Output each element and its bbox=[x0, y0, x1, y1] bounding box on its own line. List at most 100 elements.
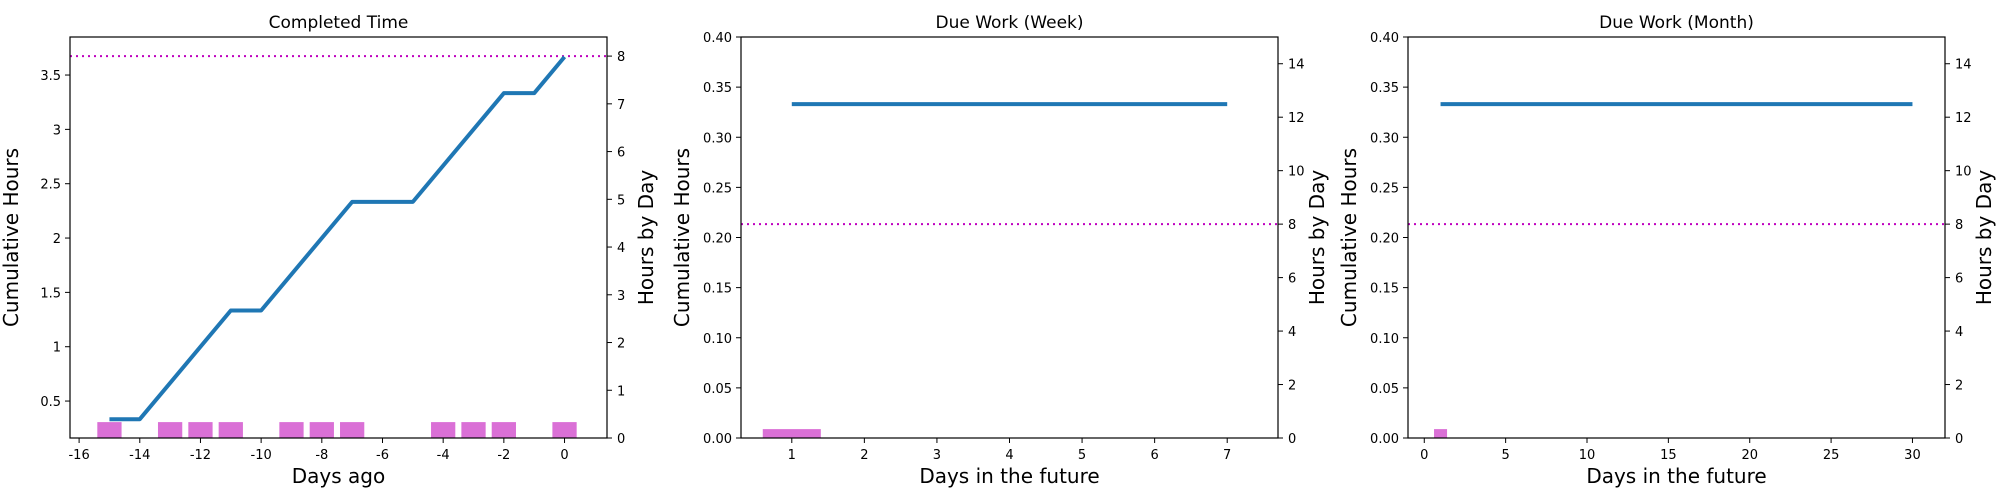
y-tick-label-2-2: 0.05 bbox=[703, 382, 732, 397]
x-tick-label-1-4: -10 bbox=[251, 448, 272, 463]
x-axis-label-3: Days in the future bbox=[1586, 464, 1766, 488]
y-right-tick-label-1-7: 6 bbox=[617, 146, 625, 161]
bar-3-1 bbox=[1434, 429, 1448, 438]
y-tick-label-1-4: 2 bbox=[53, 232, 61, 247]
bar-1-11 bbox=[552, 422, 577, 438]
y-tick-label-3-6: 0.25 bbox=[1370, 181, 1399, 196]
x-tick-label-2-4: 4 bbox=[1005, 448, 1013, 463]
y-right-tick-label-2-5: 8 bbox=[1288, 218, 1296, 233]
y-axis-label-2: Cumulative Hours bbox=[670, 148, 694, 327]
bar-1-9 bbox=[461, 422, 486, 438]
y-right-tick-label-3-7: 12 bbox=[1955, 111, 1972, 126]
y-tick-label-2-5: 0.20 bbox=[703, 232, 732, 247]
y-tick-label-1-7: 3.5 bbox=[40, 69, 61, 84]
bar-1-5 bbox=[279, 422, 304, 438]
y-tick-label-3-5: 0.20 bbox=[1370, 232, 1399, 247]
y-right-tick-label-1-2: 1 bbox=[617, 384, 625, 399]
bar-1-8 bbox=[431, 422, 456, 438]
y-tick-label-2-1: 0.00 bbox=[703, 432, 732, 447]
x-tick-label-1-3: -12 bbox=[190, 448, 211, 463]
y-right-tick-label-3-1: 0 bbox=[1955, 432, 1963, 447]
y-tick-label-2-9: 0.40 bbox=[703, 31, 732, 46]
y-tick-label-2-7: 0.30 bbox=[703, 131, 732, 146]
chart-panel-1: -16 -14 -12 -10 -8 -6 -4 -2 0 0.5 1 1.5 2 2.5 3 3.5 0 1 2 3… bbox=[0, 13, 658, 488]
x-tick-label-1-6: -6 bbox=[376, 448, 389, 463]
y-right-axis-label-3: Hours by Day bbox=[1972, 170, 1996, 305]
y-tick-label-3-7: 0.30 bbox=[1370, 131, 1399, 146]
x-tick-label-3-4: 15 bbox=[1660, 448, 1677, 463]
y-axis-label-1: Cumulative Hours bbox=[0, 148, 23, 327]
y-tick-label-2-4: 0.15 bbox=[703, 282, 732, 297]
axes-frame-2 bbox=[740, 36, 1279, 439]
bar-2-1 bbox=[762, 429, 821, 438]
x-tick-label-3-3: 10 bbox=[1579, 448, 1596, 463]
y-right-tick-label-2-6: 10 bbox=[1288, 165, 1305, 180]
chart-title-2: Due Work (Week) bbox=[935, 13, 1083, 33]
x-tick-label-3-5: 20 bbox=[1741, 448, 1758, 463]
y-right-tick-label-3-5: 8 bbox=[1955, 218, 1963, 233]
chart-panel-3: 0 5 10 15 20 25 300.000.050.100.150.200.250.30… bbox=[1337, 13, 1996, 488]
y-right-tick-label-3-3: 4 bbox=[1955, 325, 1963, 340]
x-tick-label-3-6: 25 bbox=[1823, 448, 1840, 463]
y-right-axis-label-2: Hours by Day bbox=[1305, 170, 1329, 305]
y-right-tick-label-1-5: 4 bbox=[617, 241, 625, 256]
x-tick-label-2-1: 1 bbox=[788, 448, 796, 463]
y-right-tick-label-3-8: 14 bbox=[1955, 58, 1972, 73]
y-right-tick-label-2-3: 4 bbox=[1288, 325, 1296, 340]
y-tick-label-1-2: 1 bbox=[53, 341, 61, 356]
cumulative-hours-line-1 bbox=[109, 55, 567, 422]
x-tick-label-2-5: 5 bbox=[1078, 448, 1086, 463]
axes-frame-1 bbox=[69, 36, 608, 439]
y-tick-label-1-3: 1.5 bbox=[40, 286, 61, 301]
y-tick-label-3-4: 0.15 bbox=[1370, 282, 1399, 297]
y-right-axis-label-1: Hours by Day bbox=[634, 170, 658, 305]
x-tick-label-2-2: 2 bbox=[860, 448, 868, 463]
y-right-tick-label-2-4: 6 bbox=[1288, 272, 1296, 287]
y-right-tick-label-2-2: 2 bbox=[1288, 379, 1296, 394]
x-tick-label-1-5: -8 bbox=[315, 448, 328, 463]
bar-1-6 bbox=[309, 422, 334, 438]
y-tick-label-1-1: 0.5 bbox=[40, 395, 61, 410]
y-tick-label-3-9: 0.40 bbox=[1370, 31, 1399, 46]
chart-panel-2: 1 2 3 4 5 6 70.000.050.100.150.200.250.300.350… bbox=[670, 13, 1329, 488]
x-tick-label-2-6: 6 bbox=[1150, 448, 1158, 463]
y-right-tick-label-1-8: 7 bbox=[617, 98, 625, 113]
y-right-tick-label-1-4: 3 bbox=[617, 289, 625, 304]
x-tick-label-2-3: 3 bbox=[933, 448, 941, 463]
x-tick-label-1-7: -4 bbox=[437, 448, 450, 463]
chart-title-1: Completed Time bbox=[269, 13, 409, 33]
y-right-tick-label-1-3: 2 bbox=[617, 337, 625, 352]
x-tick-label-3-2: 5 bbox=[1501, 448, 1509, 463]
x-tick-label-3-7: 30 bbox=[1904, 448, 1921, 463]
y-axis-label-3: Cumulative Hours bbox=[1337, 148, 1361, 327]
y-right-tick-label-2-7: 12 bbox=[1288, 111, 1305, 126]
y-tick-label-2-6: 0.25 bbox=[703, 181, 732, 196]
x-axis-label-1: Days ago bbox=[292, 464, 385, 488]
bar-1-1 bbox=[97, 422, 122, 438]
bar-1-7 bbox=[340, 422, 365, 438]
bar-1-4 bbox=[218, 422, 243, 438]
x-tick-label-2-7: 7 bbox=[1223, 448, 1231, 463]
bar-1-10 bbox=[491, 422, 516, 438]
y-tick-label-1-5: 2.5 bbox=[40, 178, 61, 193]
x-axis-label-2: Days in the future bbox=[919, 464, 1099, 488]
y-right-tick-label-1-6: 5 bbox=[617, 193, 625, 208]
y-tick-label-2-8: 0.35 bbox=[703, 81, 732, 96]
x-tick-label-1-8: -2 bbox=[497, 448, 510, 463]
y-right-tick-label-3-4: 6 bbox=[1955, 272, 1963, 287]
y-right-tick-label-3-2: 2 bbox=[1955, 379, 1963, 394]
y-tick-label-2-3: 0.10 bbox=[703, 332, 732, 347]
x-tick-label-1-2: -14 bbox=[129, 448, 150, 463]
bar-1-3 bbox=[188, 422, 213, 438]
y-tick-label-3-8: 0.35 bbox=[1370, 81, 1399, 96]
axes-frame-3 bbox=[1407, 36, 1946, 439]
y-right-tick-label-3-6: 10 bbox=[1955, 165, 1972, 180]
y-tick-label-3-3: 0.10 bbox=[1370, 332, 1399, 347]
y-right-tick-label-1-1: 0 bbox=[617, 432, 625, 447]
bar-1-2 bbox=[157, 422, 183, 438]
y-right-tick-label-2-1: 0 bbox=[1288, 432, 1296, 447]
y-tick-label-1-6: 3 bbox=[53, 123, 61, 138]
x-tick-label-3-1: 0 bbox=[1420, 448, 1428, 463]
x-tick-label-1-9: 0 bbox=[560, 448, 568, 463]
